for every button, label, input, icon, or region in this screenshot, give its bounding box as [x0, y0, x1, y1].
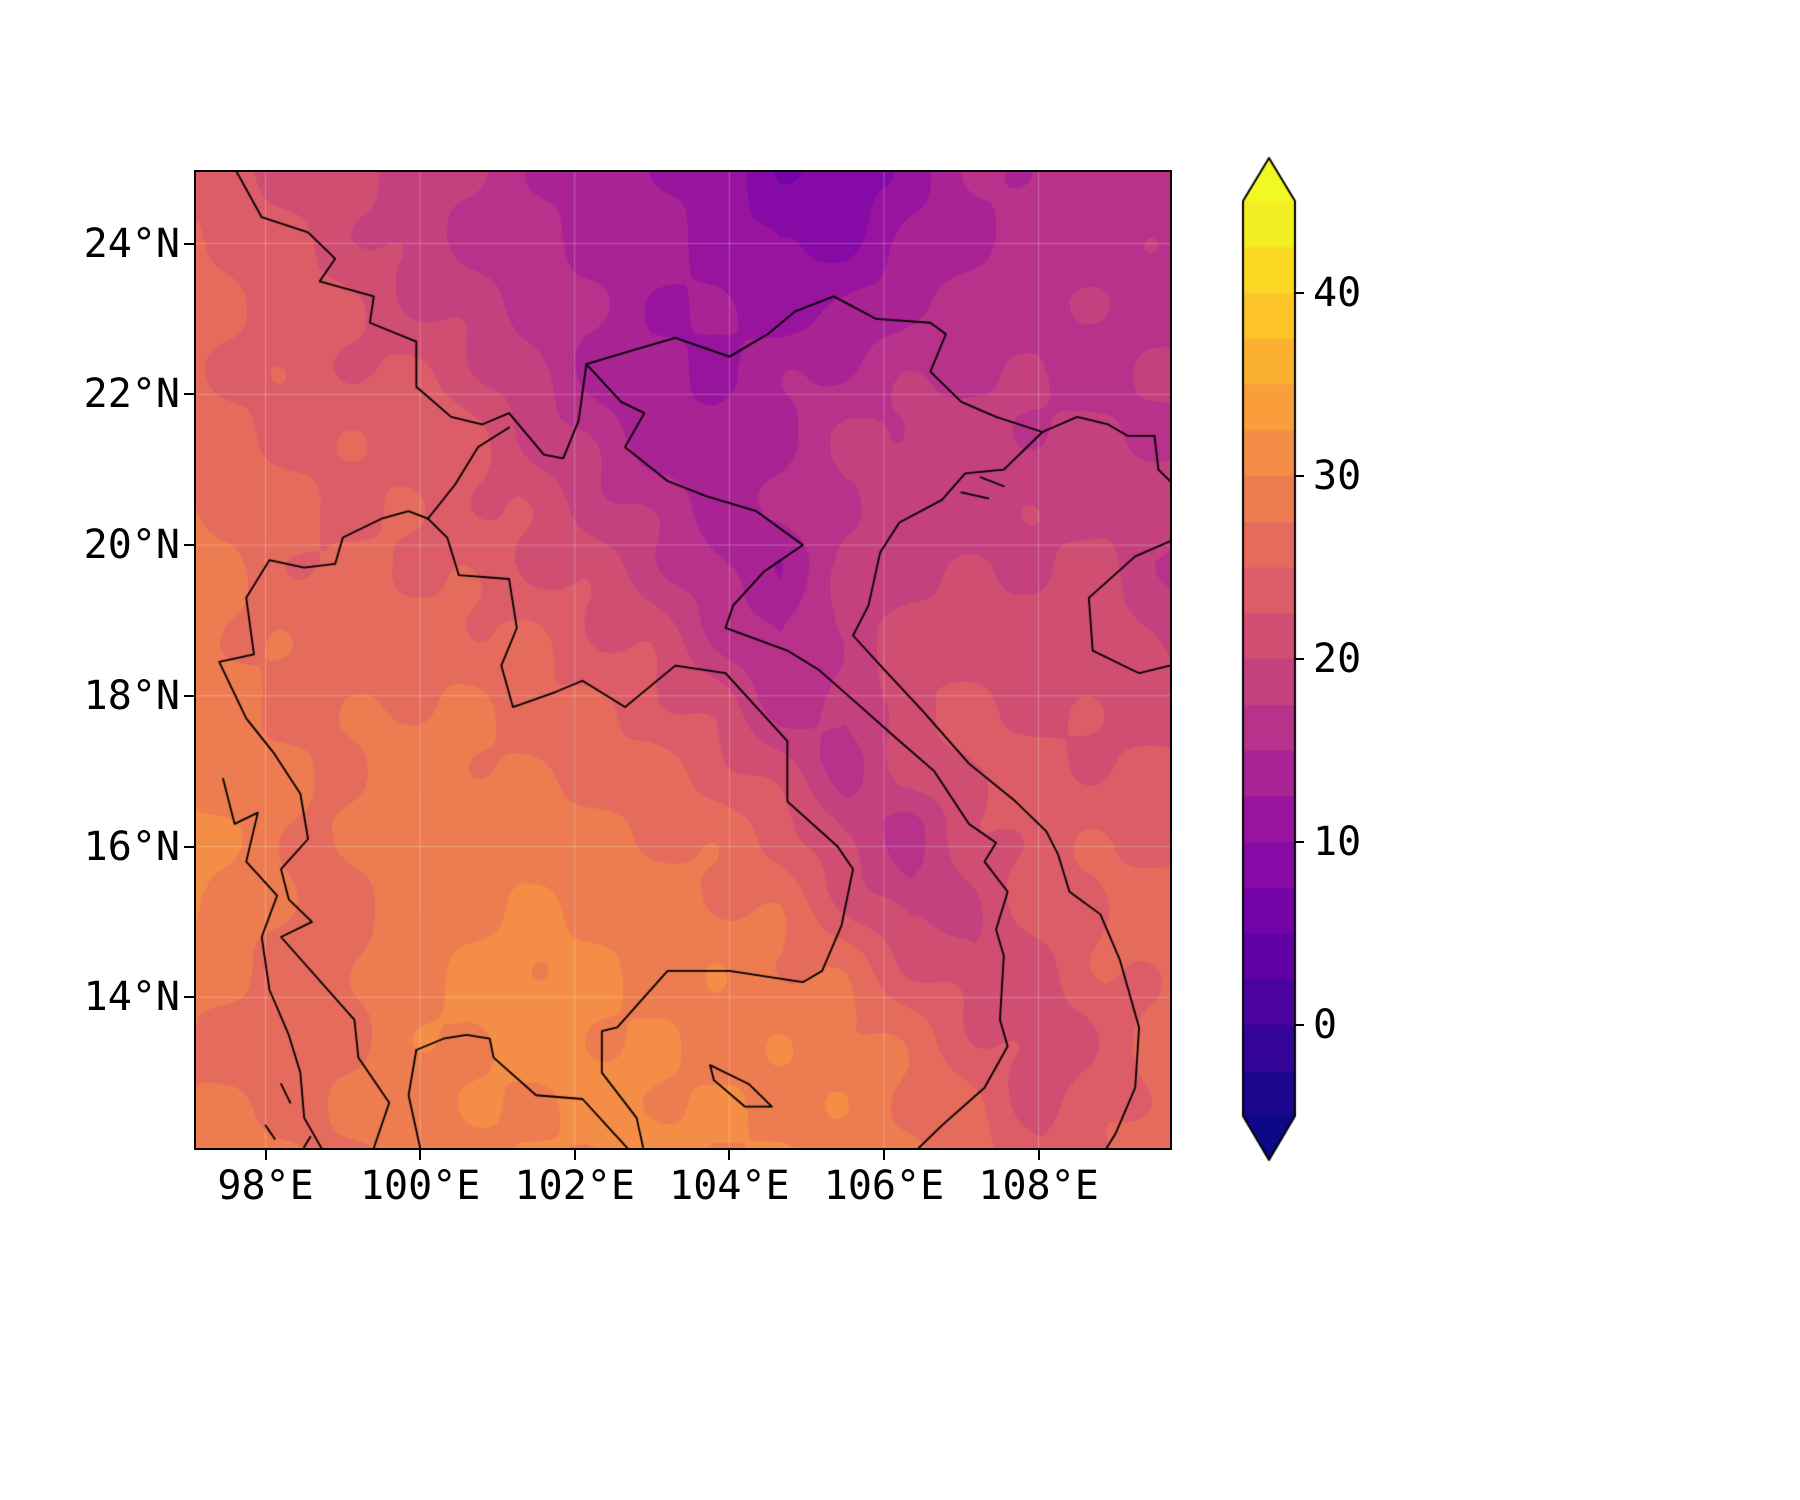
colorbar-tick-label: 0	[1313, 1001, 1338, 1048]
colorbar-tick-label: 20	[1313, 635, 1362, 682]
x-tick-mark	[419, 1148, 422, 1160]
y-tick-mark	[184, 694, 196, 697]
x-tick-label: 98°E	[217, 1163, 314, 1209]
x-tick-mark	[264, 1148, 267, 1160]
x-tick-mark	[882, 1148, 885, 1160]
map-plot-area	[194, 170, 1172, 1150]
temperature-contour-map-canvas	[196, 172, 1170, 1148]
x-tick-label: 100°E	[359, 1163, 481, 1209]
colorbar	[1238, 150, 1302, 1180]
y-tick-mark	[184, 393, 196, 396]
colorbar-tick-mark	[1295, 840, 1304, 843]
y-tick-mark	[184, 996, 196, 999]
x-tick-mark	[728, 1148, 731, 1160]
colorbar-tick-mark	[1295, 474, 1304, 477]
x-tick-mark	[1037, 1148, 1040, 1160]
x-tick-label: 106°E	[823, 1163, 945, 1209]
x-tick-label: 104°E	[669, 1163, 790, 1209]
y-tick-label: 18°N	[83, 672, 180, 719]
y-tick-mark	[184, 242, 196, 245]
colorbar-tick-label: 30	[1313, 452, 1362, 499]
colorbar-tick-label: 10	[1313, 818, 1362, 865]
y-tick-label: 24°N	[83, 220, 180, 267]
y-tick-mark	[184, 845, 196, 848]
y-tick-label: 16°N	[83, 823, 180, 870]
x-tick-label: 108°E	[978, 1163, 1099, 1209]
y-tick-label: 20°N	[83, 522, 180, 569]
colorbar-tick-mark	[1295, 291, 1304, 294]
colorbar-tick-mark	[1295, 657, 1304, 660]
x-tick-label: 102°E	[514, 1163, 635, 1209]
y-tick-label: 14°N	[83, 974, 180, 1021]
x-tick-mark	[573, 1148, 576, 1160]
colorbar-tick-mark	[1295, 1023, 1304, 1026]
y-tick-label: 22°N	[83, 371, 180, 418]
colorbar-tick-label: 40	[1313, 269, 1362, 316]
y-tick-mark	[184, 544, 196, 547]
